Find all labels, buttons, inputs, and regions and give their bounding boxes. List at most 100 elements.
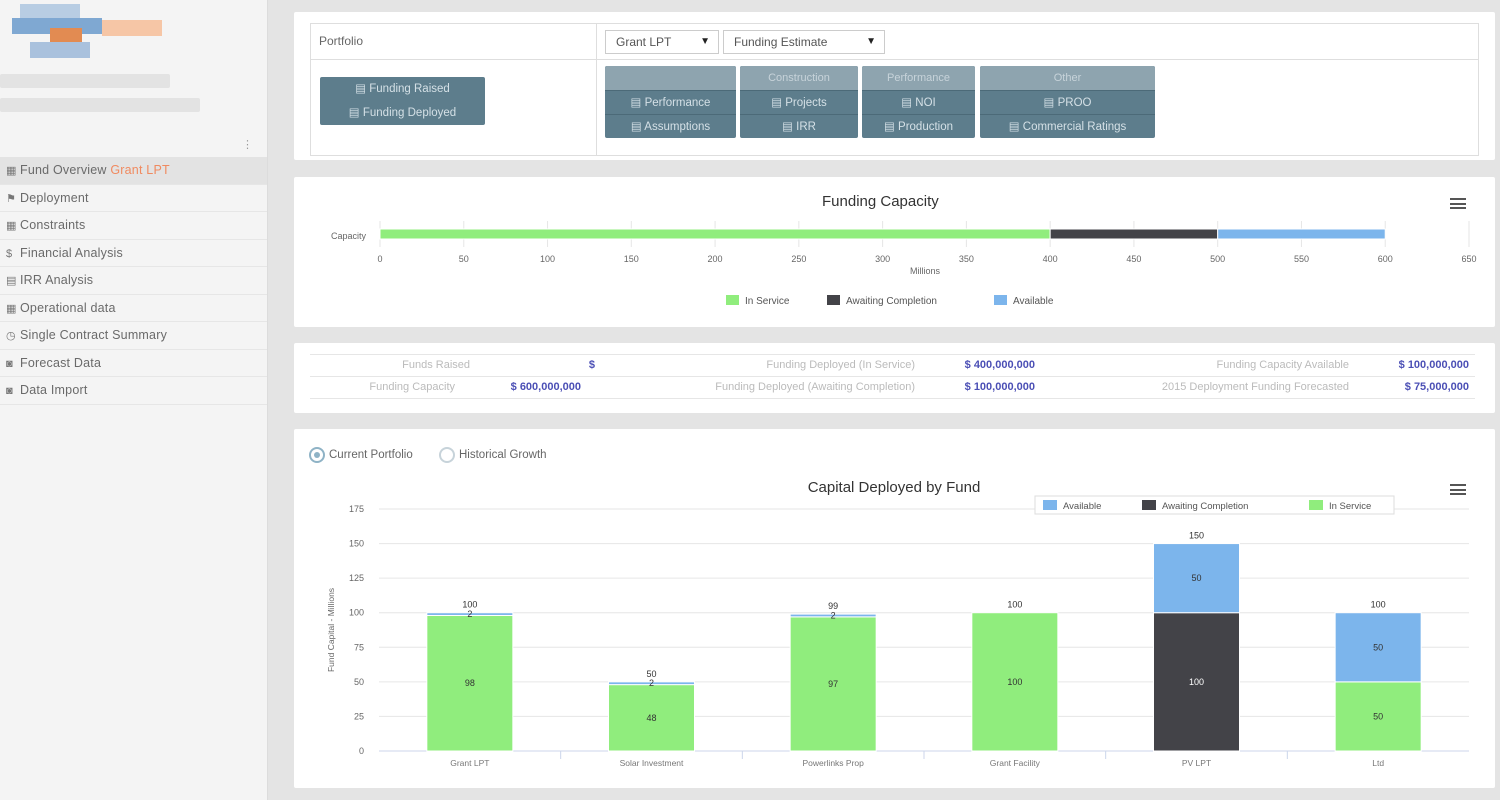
commercial-ratings-button[interactable]: ▤ Commercial Ratings: [980, 114, 1155, 138]
funding-deployed-button[interactable]: ▤ Funding Deployed: [348, 107, 457, 119]
button-label: Performance: [644, 97, 711, 109]
chart-menu-icon[interactable]: [1450, 484, 1466, 495]
sidebar-item-irr-analysis[interactable]: ▤ IRR Analysis: [0, 267, 267, 295]
button-label: PROO: [1057, 97, 1092, 109]
capacity-available-label: Funding Capacity Available: [1216, 359, 1350, 371]
legend-label: Awaiting Completion: [846, 296, 937, 307]
awaiting-completion-label: Funding Deployed (Awaiting Completion): [715, 381, 915, 393]
button-group: Other ▤ PROO ▤ Commercial Ratings: [980, 66, 1155, 138]
data-label: 100: [1007, 677, 1022, 687]
legend-swatch: [726, 295, 739, 305]
legend-swatch: [827, 295, 840, 305]
sidebar-item-single-contract-summary[interactable]: ◷ Single Contract Summary: [0, 322, 267, 350]
irr-button[interactable]: ▤ IRR: [740, 114, 858, 138]
funding-button-group: ▤ Funding Raised ▤ Funding Deployed: [320, 77, 485, 125]
radio-selected-icon: [309, 447, 325, 463]
capital-chart-title: Capital Deployed by Fund: [808, 479, 981, 496]
legend-swatch: [1142, 500, 1156, 510]
sidebar-item-forecast-data[interactable]: ◙ Forecast Data: [0, 350, 267, 377]
x-category-label: Solar Investment: [620, 758, 684, 768]
x-tick-label: 100: [540, 254, 555, 264]
awaiting-completion-value: $ 100,000,000: [964, 381, 1035, 393]
x-tick-label: 200: [708, 254, 723, 264]
caret-down-icon: ▼: [866, 36, 876, 47]
sidebar-item-operational-data[interactable]: ▦ Operational data: [0, 295, 267, 322]
chart-menu-icon[interactable]: [1450, 198, 1466, 209]
sidebar-item-label: Fund Overview: [20, 163, 107, 177]
y-tick-label: 50: [354, 677, 364, 687]
sidebar-item-fund-overview[interactable]: ▦ Fund Overview Grant LPT: [0, 157, 267, 185]
button-label: NOI: [915, 97, 936, 109]
sidebar-item-label: Forecast Data: [20, 355, 102, 370]
noi-button[interactable]: ▤ NOI: [862, 90, 975, 114]
bar-segment-in-service: [379, 228, 1051, 240]
portfolio-label: Portfolio: [319, 34, 364, 48]
stats-panel: Funds Raised $ Funding Deployed (In Serv…: [294, 343, 1495, 413]
radio-current-label: Current Portfolio: [329, 449, 413, 461]
funding-capacity-panel: Funding Capacity 0 50 100 150 200 250 300 350 40…: [294, 177, 1495, 327]
funding-raised-label: Funding Raised: [369, 83, 450, 95]
x-tick-label: 250: [791, 254, 806, 264]
x-tick-label: 350: [959, 254, 974, 264]
sidebar-item-label: Data Import: [20, 383, 88, 397]
fund-select-value: Grant LPT: [616, 35, 672, 49]
legend-swatch: [1043, 500, 1057, 510]
dashboard-icon: ▦: [6, 165, 17, 177]
x-tick-label: 600: [1378, 254, 1393, 264]
sidebar-item-financial-analysis[interactable]: $ Financial Analysis: [0, 240, 267, 267]
flag-icon: ⚑: [6, 192, 17, 205]
funds-raised-label: Funds Raised: [402, 359, 470, 371]
sidebar-item-constraints[interactable]: ▦ Constraints: [0, 212, 267, 240]
radio-unselected-icon: [439, 447, 455, 463]
sidebar-item-label: Single Contract Summary: [20, 328, 168, 342]
funding-raised-button[interactable]: ▤ Funding Raised: [355, 83, 450, 95]
data-label: 100: [1189, 677, 1204, 687]
button-label: Projects: [785, 97, 827, 109]
total-label: 50: [646, 669, 656, 679]
proo-button[interactable]: ▤ PROO: [980, 90, 1155, 114]
sidebar-item-label: Financial Analysis: [20, 245, 123, 260]
production-button[interactable]: ▤ Production: [862, 114, 975, 138]
data-label: 50: [1373, 642, 1383, 652]
total-label: 100: [462, 600, 477, 610]
stats-row: Funding Capacity $ 600,000,000 Funding D…: [310, 377, 1475, 399]
company-logo[interactable]: [10, 4, 162, 58]
stats-row: Funds Raised $ Funding Deployed (In Serv…: [310, 355, 1475, 377]
x-tick-label: 50: [459, 254, 469, 264]
performance-button[interactable]: ▤ Performance: [605, 90, 736, 114]
mode-select[interactable]: Funding Estimate ▼: [723, 30, 885, 54]
more-icon[interactable]: ⋮: [242, 139, 253, 151]
table-icon: ▦: [6, 302, 17, 315]
clock-icon: ◷: [6, 330, 16, 342]
sidebar-item-data-import[interactable]: ◙ Data Import: [0, 377, 267, 405]
legend-label: In Service: [1329, 501, 1371, 512]
y-tick-label: 100: [349, 608, 364, 618]
forecast-value: $ 75,000,000: [1404, 381, 1469, 393]
data-label: 98: [465, 678, 475, 688]
radio-historical-growth[interactable]: Historical Growth: [439, 447, 547, 463]
legend-box: [1034, 495, 1395, 515]
camera-icon: ◙: [6, 385, 13, 397]
bar-segment-awaiting-completion: [1049, 228, 1219, 240]
radio-current-portfolio[interactable]: Current Portfolio: [309, 447, 413, 463]
capacity-chart: 0 50 100 150 200 250 300 350 400 450 500 550 600 650 C…: [331, 221, 1477, 307]
x-category-label: Grant LPT: [450, 758, 489, 768]
total-label: 100: [1007, 600, 1022, 610]
funding-capacity-value: $ 600,000,000: [510, 381, 581, 393]
sidebar-item-deployment[interactable]: ⚑ Deployment: [0, 185, 267, 212]
grid-icon: ▦: [6, 220, 17, 232]
sidebar-item-label: Constraints: [20, 218, 86, 232]
legend-swatch: [994, 295, 1007, 305]
data-label: 2: [467, 609, 472, 619]
category-label: Capacity: [331, 231, 367, 241]
x-category-label: Ltd: [1372, 758, 1384, 768]
toolbar-table: Portfolio Grant LPT ▼ Funding Estimate ▼…: [310, 23, 1479, 156]
fund-select[interactable]: Grant LPT ▼: [605, 30, 719, 54]
caret-down-icon: ▼: [700, 36, 710, 47]
legend-label: Awaiting Completion: [1162, 501, 1248, 512]
x-category-label: Powerlinks Prop: [802, 758, 864, 768]
camera-icon: ◙: [6, 357, 13, 370]
assumptions-button[interactable]: ▤ Assumptions: [605, 114, 736, 138]
legend-swatch: [1309, 500, 1323, 510]
projects-button[interactable]: ▤ Projects: [740, 90, 858, 114]
